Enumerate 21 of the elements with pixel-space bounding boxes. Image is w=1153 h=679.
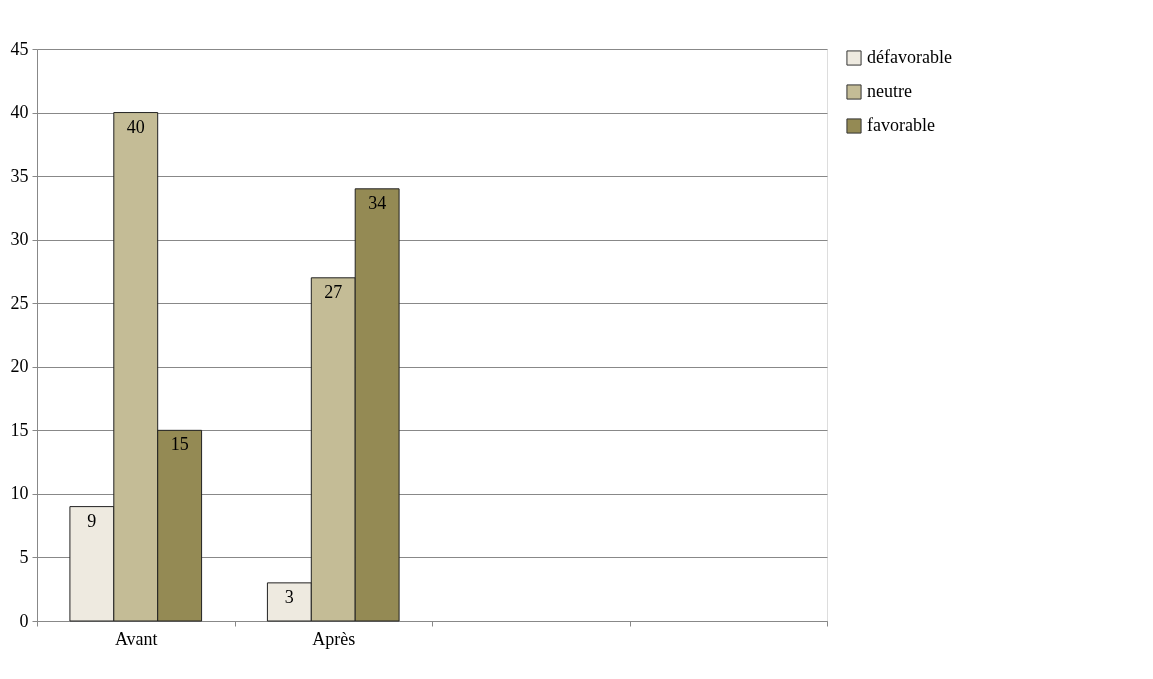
- data-label: 40: [126, 116, 145, 137]
- y-tick-label: 20: [10, 356, 29, 377]
- data-label: 9: [87, 510, 97, 531]
- y-tick-label: 45: [10, 38, 29, 59]
- data-label: 15: [170, 434, 189, 455]
- x-tick-label: Avant: [114, 628, 158, 649]
- data-label: 34: [368, 192, 387, 213]
- y-tick-label: 35: [10, 165, 29, 186]
- y-tick-label: 5: [19, 546, 29, 567]
- y-tick-label: 40: [10, 102, 29, 123]
- x-tick-label: Après: [312, 628, 356, 649]
- data-label: 27: [324, 281, 343, 302]
- y-tick-label: 30: [10, 229, 29, 250]
- y-tick-label: 25: [10, 292, 29, 313]
- legend-label: neutre: [867, 81, 912, 101]
- y-tick-label: 10: [10, 483, 29, 504]
- data-label: 3: [284, 586, 294, 607]
- legend-label: favorable: [867, 115, 935, 135]
- y-tick-label: 15: [10, 419, 29, 440]
- legend-label: défavorable: [867, 47, 952, 67]
- y-tick-label: 0: [19, 610, 29, 631]
